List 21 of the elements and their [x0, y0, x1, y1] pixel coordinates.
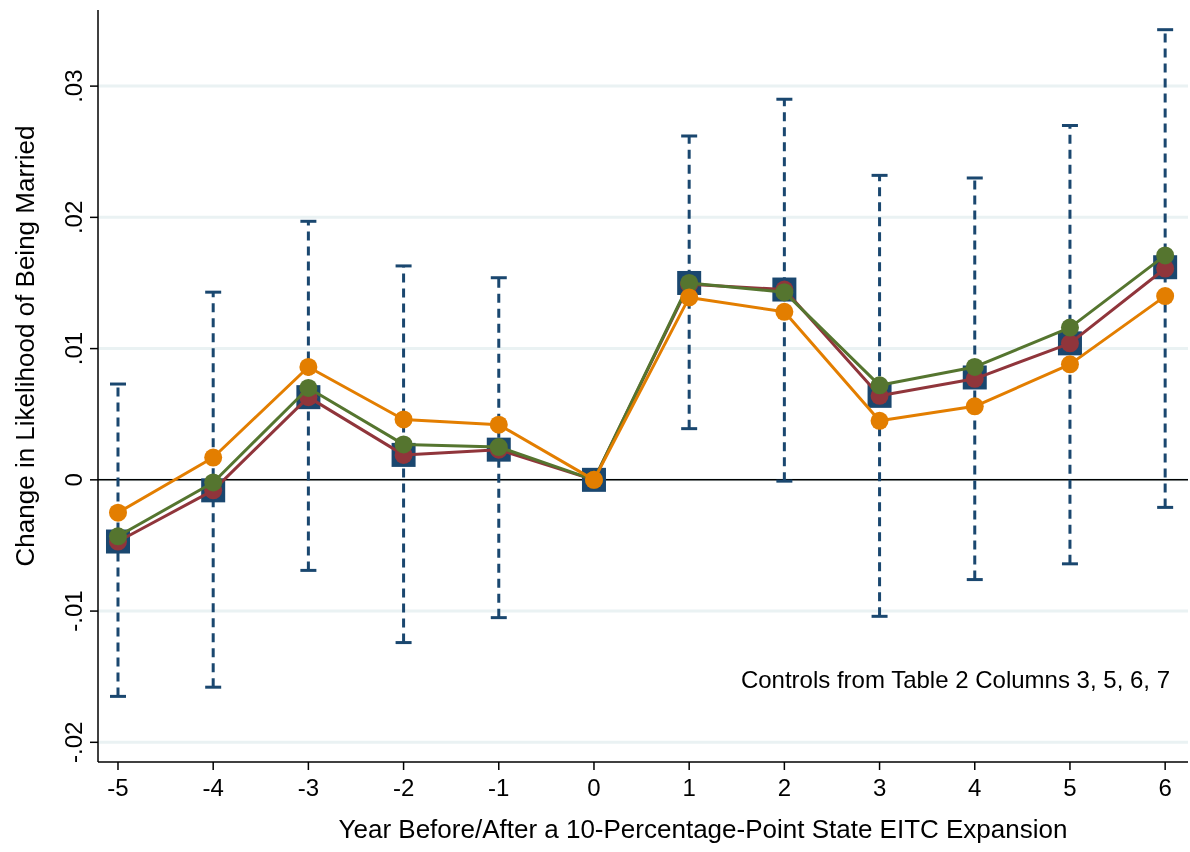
x-tick-label: 0 — [587, 774, 601, 801]
x-tick-label: -5 — [107, 774, 129, 801]
y-tick-label: .01 — [60, 331, 87, 366]
x-tick-label: -4 — [202, 774, 224, 801]
y-axis-title: Change in Likelihood of Being Married — [10, 125, 40, 567]
y-tick-label: -.01 — [60, 590, 87, 632]
x-tick-label: 4 — [968, 774, 982, 801]
x-tick-label: 3 — [872, 774, 887, 801]
x-tick-label: -1 — [488, 774, 510, 801]
x-axis-title: Year Before/After a 10-Percentage-Point State EITC Expansion — [338, 814, 1068, 844]
x-tick-label: -3 — [297, 774, 320, 801]
x-tick-label: 2 — [777, 774, 792, 801]
x-tick-label: -2 — [392, 774, 415, 801]
y-tick-label: .02 — [60, 200, 87, 235]
annotation: Controls from Table 2 Columns 3, 5, 6, 7 — [740, 666, 1170, 693]
y-tick-label: -.02 — [60, 721, 87, 763]
x-tick-label: 1 — [682, 774, 696, 801]
y-tick-label: .03 — [60, 69, 87, 103]
x-tick-label: 5 — [1063, 774, 1077, 801]
x-tick-label: 6 — [1158, 774, 1172, 801]
y-tick-label: 0 — [60, 473, 87, 487]
